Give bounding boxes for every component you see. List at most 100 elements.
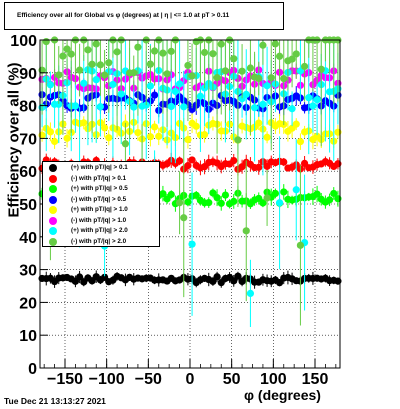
data-point bbox=[42, 37, 50, 46]
series-group bbox=[38, 270, 342, 289]
data-point bbox=[280, 188, 288, 196]
data-point bbox=[255, 74, 263, 83]
data-point bbox=[221, 67, 230, 75]
data-point bbox=[296, 241, 305, 249]
data-point bbox=[163, 70, 171, 78]
data-point bbox=[63, 134, 71, 142]
data-point bbox=[175, 80, 184, 88]
data-point bbox=[175, 199, 184, 207]
y-tick-label: 50 bbox=[19, 197, 37, 214]
x-tick-label: 100 bbox=[260, 371, 287, 388]
x-tick-label: −50 bbox=[135, 371, 162, 388]
data-point bbox=[150, 123, 159, 131]
legend-label: (-) with pT/|q| > 1.0 bbox=[71, 216, 127, 224]
y-tick-label: 20 bbox=[19, 295, 37, 312]
legend-entry: (+) with pT/|q| > 0.1 bbox=[43, 163, 161, 173]
data-point bbox=[150, 47, 159, 55]
data-point bbox=[296, 67, 305, 75]
data-point bbox=[167, 102, 175, 111]
y-tick-label: 30 bbox=[19, 263, 37, 280]
legend-entry: (+) with pT/|q| > 1.0 bbox=[43, 205, 161, 215]
data-point bbox=[255, 194, 263, 203]
data-point bbox=[150, 91, 159, 99]
legend-entry: (-) with pT/|q| > 2.0 bbox=[43, 237, 161, 247]
data-point bbox=[271, 40, 280, 48]
data-point bbox=[180, 214, 188, 222]
data-point bbox=[184, 135, 192, 144]
data-point bbox=[146, 60, 155, 68]
data-point bbox=[117, 90, 125, 98]
data-point bbox=[296, 138, 305, 146]
data-point bbox=[188, 156, 196, 164]
data-point bbox=[259, 100, 267, 108]
y-tick-label: 100 bbox=[10, 33, 37, 50]
legend: (+) with pT/|q| > 0.1 (-) with pT/|q| > … bbox=[42, 161, 160, 247]
data-point bbox=[192, 191, 200, 199]
data-point bbox=[155, 132, 163, 140]
data-point bbox=[163, 195, 171, 203]
data-point bbox=[71, 102, 80, 110]
data-point bbox=[75, 66, 84, 74]
data-point bbox=[96, 103, 105, 111]
y-tick-label: 40 bbox=[19, 230, 37, 247]
data-point bbox=[238, 67, 246, 75]
data-point bbox=[130, 103, 138, 111]
x-tick-label: 150 bbox=[302, 371, 329, 388]
legend-marker bbox=[49, 227, 57, 235]
data-point bbox=[213, 273, 221, 281]
data-point bbox=[184, 162, 192, 170]
chart-title: Efficiency over all for Global vs φ (deg… bbox=[17, 12, 230, 19]
data-point bbox=[159, 190, 167, 198]
data-point bbox=[88, 60, 96, 68]
data-point bbox=[280, 74, 288, 83]
data-point bbox=[234, 272, 242, 280]
data-point bbox=[67, 50, 75, 58]
x-tick-label: 0 bbox=[186, 371, 195, 388]
data-point bbox=[200, 131, 209, 139]
data-point bbox=[217, 199, 225, 207]
data-point bbox=[159, 49, 167, 57]
data-point bbox=[213, 74, 221, 82]
data-point bbox=[100, 124, 109, 132]
x-axis-ticks: −150 −100 −50 0 50 100 150 bbox=[43, 359, 337, 388]
data-point bbox=[250, 104, 259, 112]
data-point bbox=[325, 196, 334, 204]
data-point bbox=[213, 194, 221, 202]
legend-marker bbox=[49, 216, 57, 225]
data-point bbox=[209, 277, 217, 285]
x-tick-label: −150 bbox=[47, 371, 83, 388]
data-point bbox=[263, 194, 271, 202]
legend-label: (+) with pT/|q| > 0.1 bbox=[71, 164, 128, 171]
data-point bbox=[259, 199, 267, 207]
data-point bbox=[234, 136, 242, 144]
legend-marker bbox=[49, 195, 57, 204]
data-point bbox=[184, 61, 192, 70]
data-point bbox=[171, 87, 180, 96]
data-point bbox=[271, 189, 280, 198]
data-point bbox=[246, 64, 255, 72]
data-point bbox=[275, 199, 284, 207]
legend-entry: (-) with pT/|q| > 0.1 bbox=[43, 174, 161, 184]
legend-entry: (-) with pT/|q| > 1.0 bbox=[43, 216, 161, 226]
title-box: Efficiency over all for Global vs φ (deg… bbox=[4, 2, 284, 30]
x-axis-label: φ (degrees) bbox=[244, 387, 321, 403]
y-tick-label: 70 bbox=[19, 131, 37, 148]
legend-label: (+) with pT/|q| > 0.5 bbox=[71, 185, 128, 192]
data-point bbox=[263, 82, 271, 90]
legend-entry: (+) with pT/|q| > 0.5 bbox=[43, 184, 161, 194]
data-point bbox=[313, 190, 321, 198]
data-point bbox=[80, 79, 88, 87]
data-point bbox=[259, 41, 267, 49]
legend-entry: (-) with pT/|q| > 0.5 bbox=[43, 195, 161, 205]
y-tick-label: 60 bbox=[19, 164, 37, 181]
data-point bbox=[263, 133, 271, 141]
data-point bbox=[55, 100, 63, 108]
data-point bbox=[105, 59, 113, 67]
data-point bbox=[130, 69, 138, 77]
x-tick-label: 50 bbox=[223, 371, 241, 388]
legend-marker bbox=[49, 237, 57, 246]
data-point bbox=[188, 72, 196, 80]
legend-marker bbox=[49, 174, 57, 183]
data-point bbox=[46, 128, 55, 136]
data-point bbox=[50, 137, 59, 146]
